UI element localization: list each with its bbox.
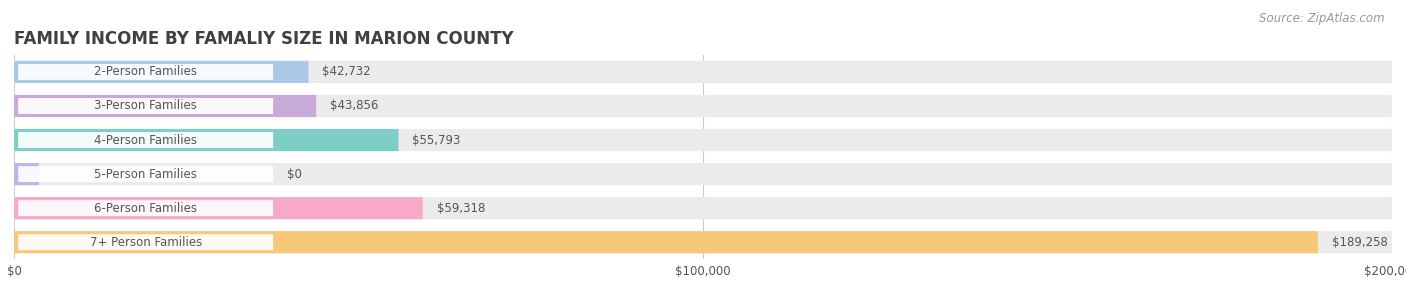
FancyBboxPatch shape (14, 197, 1392, 219)
Text: 4-Person Families: 4-Person Families (94, 134, 197, 146)
Text: $189,258: $189,258 (1331, 236, 1388, 249)
Text: 6-Person Families: 6-Person Families (94, 202, 197, 215)
Text: 5-Person Families: 5-Person Families (94, 168, 197, 181)
FancyBboxPatch shape (14, 61, 308, 83)
FancyBboxPatch shape (14, 61, 1392, 83)
FancyBboxPatch shape (18, 132, 273, 148)
FancyBboxPatch shape (14, 197, 423, 219)
Text: 3-Person Families: 3-Person Families (94, 99, 197, 113)
FancyBboxPatch shape (14, 231, 1392, 253)
FancyBboxPatch shape (14, 95, 1392, 117)
Text: $42,732: $42,732 (322, 66, 371, 78)
FancyBboxPatch shape (14, 163, 39, 185)
FancyBboxPatch shape (18, 200, 273, 216)
FancyBboxPatch shape (14, 95, 316, 117)
Text: $43,856: $43,856 (330, 99, 378, 113)
FancyBboxPatch shape (18, 166, 273, 182)
Text: 7+ Person Families: 7+ Person Families (90, 236, 202, 249)
FancyBboxPatch shape (14, 163, 1392, 185)
FancyBboxPatch shape (14, 231, 1317, 253)
Text: $55,793: $55,793 (412, 134, 461, 146)
FancyBboxPatch shape (18, 234, 273, 250)
Text: Source: ZipAtlas.com: Source: ZipAtlas.com (1260, 12, 1385, 25)
FancyBboxPatch shape (14, 129, 1392, 151)
FancyBboxPatch shape (18, 98, 273, 114)
Text: $59,318: $59,318 (436, 202, 485, 215)
FancyBboxPatch shape (18, 64, 273, 80)
Text: 2-Person Families: 2-Person Families (94, 66, 197, 78)
Text: $0: $0 (287, 168, 302, 181)
Text: FAMILY INCOME BY FAMALIY SIZE IN MARION COUNTY: FAMILY INCOME BY FAMALIY SIZE IN MARION … (14, 30, 513, 48)
FancyBboxPatch shape (14, 129, 398, 151)
